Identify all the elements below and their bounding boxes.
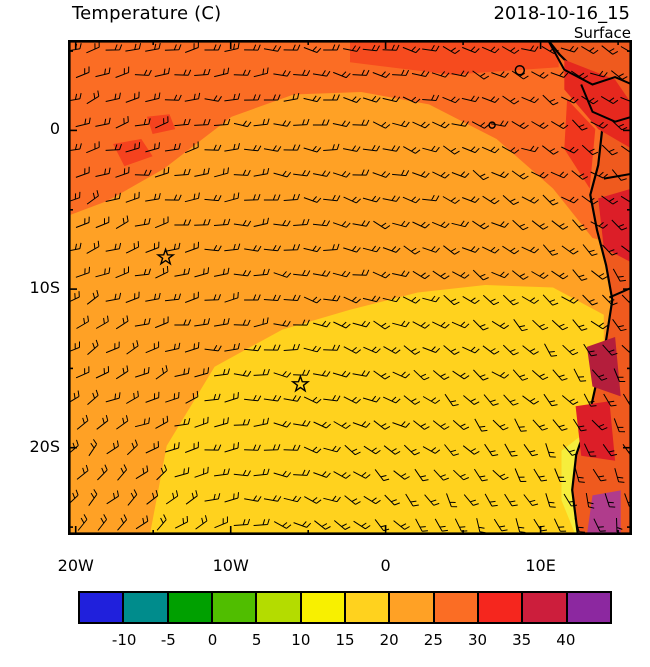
colorbar-label: -5	[160, 631, 176, 649]
colorbar-cell-4	[212, 593, 258, 622]
land-hot-patch-2	[598, 188, 632, 263]
colorbar-cell-3	[168, 593, 213, 622]
colorbar-cell-2	[124, 593, 169, 622]
colorbar-cell-8	[390, 593, 435, 622]
colorbar-cell-12	[567, 593, 610, 622]
colorbar-cell-5	[257, 593, 302, 622]
colorbar-cell-9	[434, 593, 479, 622]
y-axis-tick-label: 0	[49, 119, 60, 139]
country-border-1	[547, 40, 632, 86]
x-axis-tick-label: 10E	[525, 556, 556, 575]
colorbar-cell-11	[523, 593, 568, 622]
colorbar-label: 25	[423, 631, 443, 649]
y-axis-tick-label: 20S	[29, 436, 60, 456]
colorbar-cell-6	[301, 593, 346, 622]
level-label: Surface	[573, 24, 631, 42]
colorbar-cell-7	[345, 593, 391, 622]
map-frame	[68, 40, 632, 535]
colorbar-label: 0	[207, 631, 218, 649]
temp-region-warm-speckle-1	[113, 139, 153, 167]
land-hot-patch-1	[564, 59, 632, 149]
wind-barbs	[68, 41, 632, 535]
land-hot-patch-3	[586, 337, 621, 397]
temp-region-coastal-warm-offshore	[564, 99, 596, 189]
colorbar-label: 40	[556, 631, 576, 649]
colorbar-label: 15	[335, 631, 355, 649]
colorbar	[78, 591, 612, 624]
axis-ticks	[68, 40, 632, 535]
station-star-marker-2	[290, 374, 310, 393]
chart-title: Temperature (C)	[72, 3, 222, 24]
colorbar-label: 5	[251, 631, 262, 649]
colorbar-label: 35	[512, 631, 532, 649]
map-plot	[68, 40, 632, 535]
station-star-marker-1	[155, 247, 176, 266]
temp-region-warm-band-north	[68, 40, 632, 248]
country-border-2	[580, 84, 632, 123]
x-axis-tick-label: 0	[380, 556, 391, 575]
colorbar-cell-1	[80, 593, 125, 622]
temperature-field	[68, 40, 632, 535]
valid-datetime: 2018-10-16_15	[493, 3, 630, 24]
colorbar-label: 30	[467, 631, 488, 649]
x-axis-tick-label: 20W	[57, 556, 94, 575]
colorbar-label: 10	[291, 631, 311, 649]
colorbar-label: 20	[379, 631, 399, 649]
x-axis-tick-label: 10W	[212, 556, 249, 575]
colorbar-label: -10	[111, 631, 137, 649]
y-axis-tick-label: 10S	[29, 278, 60, 298]
land-hot-patch-5	[586, 490, 621, 535]
colorbar-cell-10	[478, 593, 524, 622]
island-1	[514, 64, 526, 76]
